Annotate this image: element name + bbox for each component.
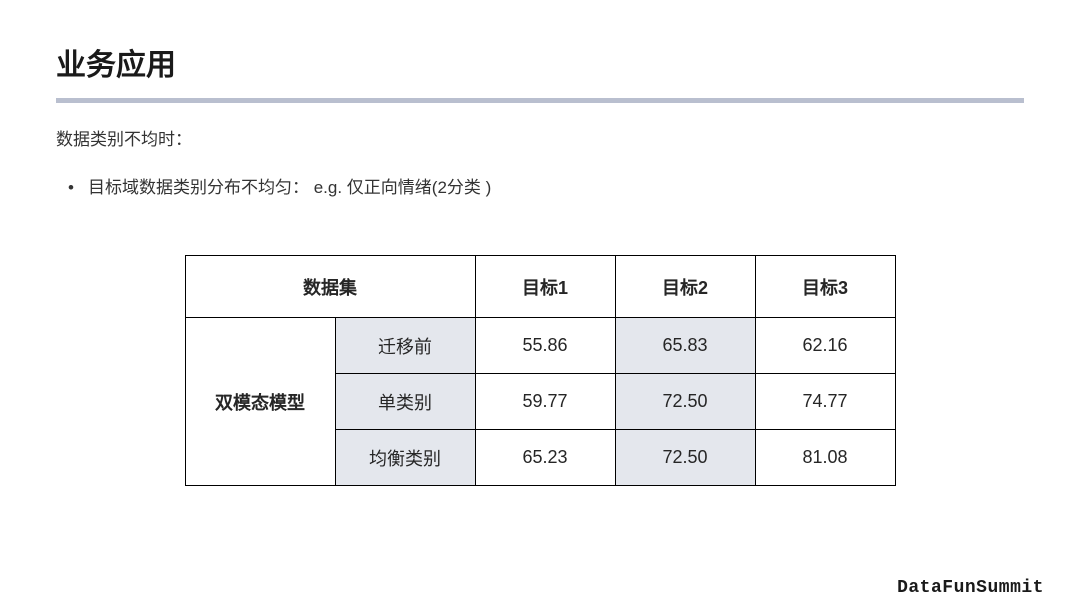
col-header-t3: 目标3 [755,256,895,318]
cell-t3: 81.08 [755,430,895,486]
slide: 业务应用 数据类别不均时： 目标域数据类别分布不均匀： e.g. 仅正向情绪(2… [0,0,1080,608]
cell-t2: 65.83 [615,318,755,374]
col-header-dataset: 数据集 [185,256,475,318]
table-header-row: 数据集 目标1 目标2 目标3 [185,256,895,318]
footer-brand: DataFunSummit [897,578,1044,598]
cell-t2: 72.50 [615,430,755,486]
col-header-t1: 目标1 [475,256,615,318]
subrow-label: 单类别 [335,374,475,430]
subrow-label: 均衡类别 [335,430,475,486]
cell-t1: 59.77 [475,374,615,430]
subhead-text: 数据类别不均时： [56,125,1024,150]
cell-t3: 74.77 [755,374,895,430]
subrow-label: 迁移前 [335,318,475,374]
bullet-list: 目标域数据类别分布不均匀： e.g. 仅正向情绪(2分类 ) [56,174,1024,201]
slide-title: 业务应用 [56,40,1024,84]
table-wrap: 数据集 目标1 目标2 目标3 双模态模型 迁移前 55.86 65.83 62… [56,255,1024,486]
title-divider [56,98,1024,103]
model-label-cell: 双模态模型 [185,318,335,486]
cell-t3: 62.16 [755,318,895,374]
cell-t1: 65.23 [475,430,615,486]
col-header-dataset-label: 数据集 [303,278,357,298]
bullet-item: 目标域数据类别分布不均匀： e.g. 仅正向情绪(2分类 ) [66,174,1024,201]
col-header-t2: 目标2 [615,256,755,318]
cell-t2: 72.50 [615,374,755,430]
results-table: 数据集 目标1 目标2 目标3 双模态模型 迁移前 55.86 65.83 62… [185,255,896,486]
cell-t1: 55.86 [475,318,615,374]
table-row: 双模态模型 迁移前 55.86 65.83 62.16 [185,318,895,374]
